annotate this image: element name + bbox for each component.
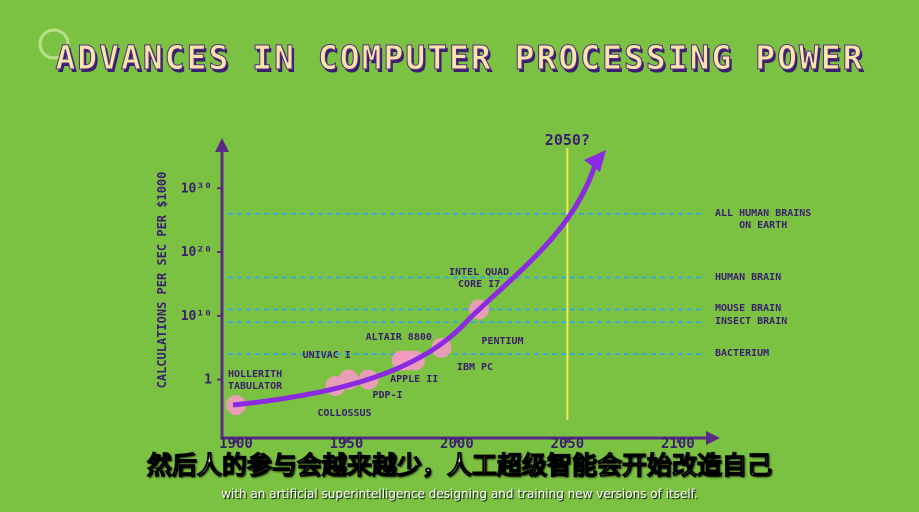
- y-axis-label: CALCULATIONS PER SEC PER $1000: [155, 172, 169, 389]
- vline-label: 2050?: [545, 131, 590, 149]
- reference-label: BACTERIUM: [715, 348, 770, 360]
- title-shadow: ADVANCES IN COMPUTER PROCESSING POWER: [57, 41, 866, 80]
- reference-label: INSECT BRAIN: [715, 316, 788, 328]
- trend-curve: [232, 161, 599, 408]
- x-tick-label: 1950: [330, 436, 364, 452]
- trend-arrow: [584, 150, 606, 172]
- x-axis-arrow: [706, 431, 720, 445]
- point-label: APPLE II: [390, 374, 439, 386]
- y-axis-arrow: [215, 138, 229, 152]
- point-label: PENTIUM: [481, 335, 524, 347]
- point-label: COLLOSSUS: [317, 407, 372, 419]
- point-label: IBM PC: [456, 362, 494, 374]
- point-label: INTEL QUAD CORE I7: [449, 267, 510, 291]
- logo: [38, 28, 70, 60]
- title: ADVANCES IN COMPUTER PROCESSING POWER: [55, 38, 864, 77]
- y-tick-label: 10¹⁰: [181, 309, 212, 324]
- x-tick-label: 2100: [661, 436, 695, 452]
- subtitle-zh: 然后人的参与会越来越少，人工超级智能会开始改造自己: [146, 451, 772, 481]
- x-tick-label: 2050: [551, 436, 585, 452]
- reference-label: ALL HUMAN BRAINS ON EARTH: [715, 207, 812, 231]
- reference-label: MOUSE BRAIN: [715, 303, 782, 315]
- subtitle-en: with an artificial superintelligence des…: [221, 487, 698, 501]
- point-label: ALTAIR 8800: [365, 332, 432, 344]
- y-tick-label: 10³⁰: [181, 181, 212, 196]
- y-tick-label: 10²⁰: [181, 245, 212, 260]
- point-label: HOLLERITH TABULATOR: [227, 369, 283, 393]
- x-tick-label: 2000: [440, 436, 474, 452]
- y-tick-label: 1: [204, 373, 212, 388]
- x-tick-label: 1900: [219, 436, 253, 452]
- point-label: UNIVAC I: [302, 349, 351, 361]
- point-label: PDP-I: [372, 389, 403, 401]
- reference-label: HUMAN BRAIN: [715, 271, 782, 283]
